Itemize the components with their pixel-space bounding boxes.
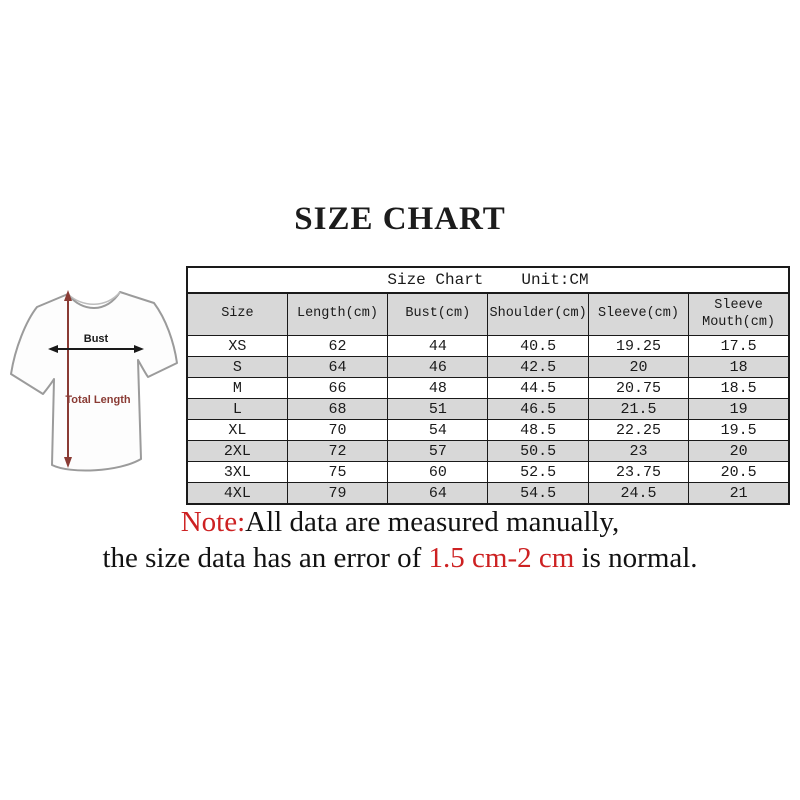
table-cell: 23 xyxy=(587,440,690,462)
tshirt-collar-line xyxy=(67,291,121,305)
unit-label: Unit:CM xyxy=(521,271,589,289)
column-header-row: Size Length(cm) Bust(cm) Shoulder(cm) Sl… xyxy=(186,292,790,336)
note-line-1-text: All data are measured manually, xyxy=(245,506,620,538)
table-cell: 50.5 xyxy=(487,440,589,462)
table-cell: 23.75 xyxy=(587,461,690,483)
table-cell: 66 xyxy=(286,377,389,399)
table-row-s: S 64 46 42.5 20 18 xyxy=(186,356,790,378)
total-length-label: Total Length xyxy=(65,394,130,406)
table-cell: 19.5 xyxy=(688,419,790,441)
note-highlight: 1.5 cm-2 cm xyxy=(428,542,575,574)
table-cell: 48 xyxy=(387,377,489,399)
bust-arrow xyxy=(48,345,144,353)
bust-label: Bust xyxy=(84,333,109,345)
tshirt-outline xyxy=(10,291,178,472)
table-cell: XL xyxy=(186,419,288,441)
column-header-bust: Bust(cm) xyxy=(387,292,489,336)
table-cell: 60 xyxy=(387,461,489,483)
table-cell: M xyxy=(186,377,288,399)
table-title: Size Chart xyxy=(387,271,484,289)
table-row-2xl: 2XL 72 57 50.5 23 20 xyxy=(186,440,790,462)
table-cell: 40.5 xyxy=(487,335,589,357)
note-line-2: the size data has an error of 1.5 cm-2 c… xyxy=(0,540,800,576)
table-row-xs: XS 62 44 40.5 19.25 17.5 xyxy=(186,335,790,357)
table-row-m: M 66 48 44.5 20.75 18.5 xyxy=(186,377,790,399)
table-cell: 4XL xyxy=(186,482,288,505)
note-line-2-before: the size data has an error of xyxy=(102,542,429,574)
column-header-shoulder: Shoulder(cm) xyxy=(487,292,589,336)
table-row-3xl: 3XL 75 60 52.5 23.75 20.5 xyxy=(186,461,790,483)
table-title-row: Size Chart Unit:CM xyxy=(186,266,790,294)
table-cell: 20 xyxy=(688,440,790,462)
table-cell: 48.5 xyxy=(487,419,589,441)
table-row-4xl: 4XL 79 64 54.5 24.5 21 xyxy=(186,482,790,505)
total-length-arrow xyxy=(64,290,72,468)
table-cell: 21.5 xyxy=(587,398,690,420)
table-cell: 64 xyxy=(387,482,489,505)
column-header-sleeve: Sleeve(cm) xyxy=(587,292,690,336)
table-cell: 22.25 xyxy=(587,419,690,441)
table-row-l: L 68 51 46.5 21.5 19 xyxy=(186,398,790,420)
table-cell: 19 xyxy=(688,398,790,420)
table-cell: 57 xyxy=(387,440,489,462)
table-cell: 68 xyxy=(286,398,389,420)
table-cell: 17.5 xyxy=(688,335,790,357)
note-text: Note:All data are measured manually, the… xyxy=(0,504,800,576)
table-cell: XS xyxy=(186,335,288,357)
table-cell: 44 xyxy=(387,335,489,357)
column-header-size: Size xyxy=(186,292,288,336)
table-cell: 79 xyxy=(286,482,389,505)
table-cell: 70 xyxy=(286,419,389,441)
table-cell: 54.5 xyxy=(487,482,589,505)
note-prefix: Note: xyxy=(180,506,246,538)
table-cell: 18 xyxy=(688,356,790,378)
note-line-2-after: is normal. xyxy=(574,542,698,574)
table-cell: 52.5 xyxy=(487,461,589,483)
table-cell: 19.25 xyxy=(587,335,690,357)
table-row-xl: XL 70 54 48.5 22.25 19.5 xyxy=(186,419,790,441)
column-header-length: Length(cm) xyxy=(286,292,389,336)
table-cell: 51 xyxy=(387,398,489,420)
table-cell: 46 xyxy=(387,356,489,378)
note-line-1: Note:All data are measured manually, xyxy=(0,504,800,540)
table-cell: 54 xyxy=(387,419,489,441)
table-title-cell: Size Chart Unit:CM xyxy=(186,266,790,294)
table-cell: 21 xyxy=(688,482,790,505)
table-cell: L xyxy=(186,398,288,420)
table-cell: 20.5 xyxy=(688,461,790,483)
table-cell: 20 xyxy=(587,356,690,378)
table-cell: 2XL xyxy=(186,440,288,462)
table-cell: 64 xyxy=(286,356,389,378)
table-cell: 20.75 xyxy=(587,377,690,399)
table-cell: 24.5 xyxy=(587,482,690,505)
table-cell: 46.5 xyxy=(487,398,589,420)
size-table: Size Chart Unit:CM Size Length(cm) Bust(c… xyxy=(186,266,790,505)
table-cell: 44.5 xyxy=(487,377,589,399)
table-cell: 72 xyxy=(286,440,389,462)
table-cell: 42.5 xyxy=(487,356,589,378)
table-cell: 75 xyxy=(286,461,389,483)
column-header-sleeve-mouth: Sleeve Mouth(cm) xyxy=(688,292,790,336)
table-cell: 3XL xyxy=(186,461,288,483)
tshirt-measurement-diagram: Bust Total Length xyxy=(10,290,178,472)
page-title: SIZE CHART xyxy=(294,201,506,237)
table-cell: 18.5 xyxy=(688,377,790,399)
table-cell: 62 xyxy=(286,335,389,357)
table-cell: S xyxy=(186,356,288,378)
